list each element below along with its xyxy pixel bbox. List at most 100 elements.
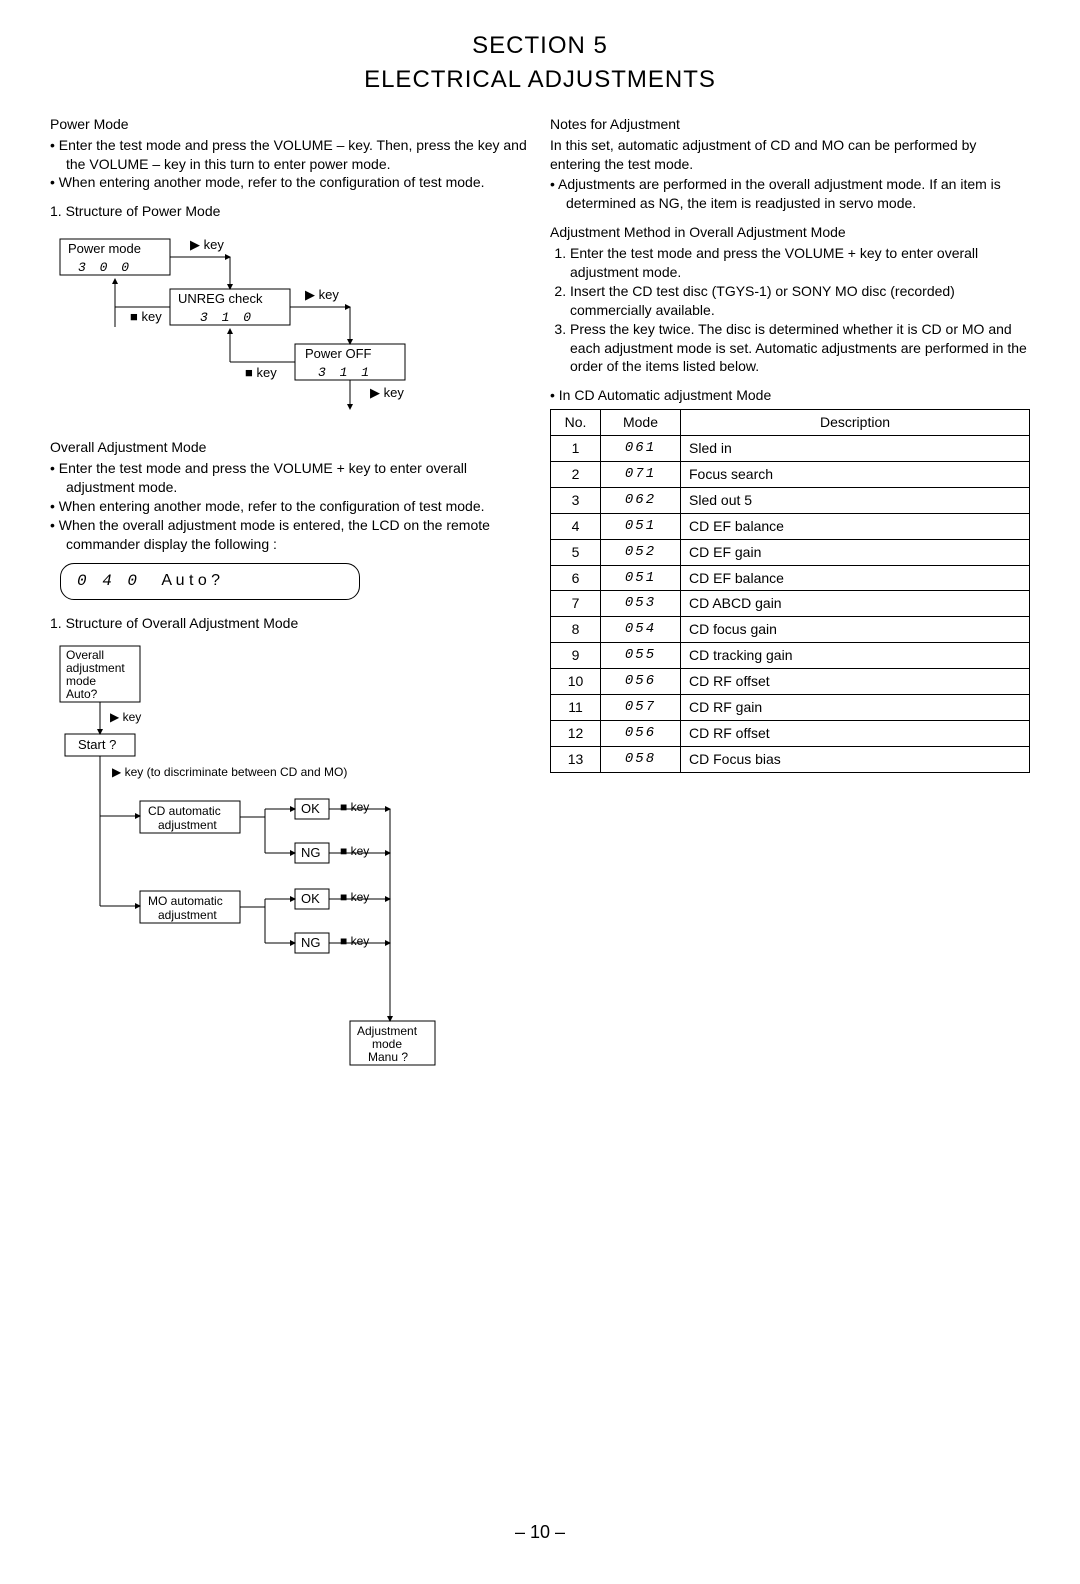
cell-no: 5 bbox=[551, 539, 601, 565]
flow-label: CD automatic bbox=[148, 804, 221, 818]
table-row: 9055CD tracking gain bbox=[551, 643, 1030, 669]
cell-mode: 061 bbox=[601, 436, 681, 462]
stop-key-label: ■ key bbox=[340, 934, 369, 948]
flow-label: Adjustment bbox=[357, 1024, 418, 1038]
stop-key-label: ■ key bbox=[245, 365, 277, 380]
flow-ok: OK bbox=[301, 891, 320, 906]
stop-key-label: ■ key bbox=[130, 309, 162, 324]
cell-mode: 056 bbox=[601, 720, 681, 746]
cell-mode: 055 bbox=[601, 643, 681, 669]
overall-adj-flowchart: Overall adjustment mode Auto? ▶ key Star… bbox=[50, 641, 530, 1086]
diagram-label: Power OFF bbox=[305, 346, 372, 361]
lcd-code: 0 4 0 bbox=[77, 572, 140, 590]
cell-desc: Sled out 5 bbox=[681, 487, 1030, 513]
table-row: 3062Sled out 5 bbox=[551, 487, 1030, 513]
power-mode-heading: Power Mode bbox=[50, 115, 530, 134]
table-row: 10056CD RF offset bbox=[551, 669, 1030, 695]
flow-label: Start ? bbox=[78, 737, 116, 752]
overall-adj-structure-label: 1. Structure of Overall Adjustment Mode bbox=[50, 614, 530, 633]
cell-no: 11 bbox=[551, 695, 601, 721]
fwd-key-label: ▶ key bbox=[190, 237, 224, 252]
page-number: – 10 – bbox=[50, 1520, 1030, 1544]
cell-desc: CD Focus bias bbox=[681, 746, 1030, 772]
cell-mode: 053 bbox=[601, 591, 681, 617]
cell-no: 9 bbox=[551, 643, 601, 669]
overall-adj-bullet: When entering another mode, refer to the… bbox=[50, 497, 530, 516]
table-row: 8054CD focus gain bbox=[551, 617, 1030, 643]
lcd-text: A u t o ? bbox=[161, 572, 220, 589]
cell-desc: CD tracking gain bbox=[681, 643, 1030, 669]
cell-mode: 056 bbox=[601, 669, 681, 695]
diagram-label: Power mode bbox=[68, 241, 141, 256]
power-mode-diagram: Power mode 3 0 0 ▶ key UNREG check 3 1 0… bbox=[50, 229, 530, 424]
cell-desc: CD RF offset bbox=[681, 669, 1030, 695]
cell-mode: 062 bbox=[601, 487, 681, 513]
cell-no: 3 bbox=[551, 487, 601, 513]
table-heading: In CD Automatic adjustment Mode bbox=[550, 386, 1030, 405]
flow-ng: NG bbox=[301, 845, 321, 860]
fwd-key-label: ▶ key bbox=[370, 385, 404, 400]
cell-mode: 051 bbox=[601, 513, 681, 539]
notes-heading: Notes for Adjustment bbox=[550, 115, 1030, 134]
flow-ok: OK bbox=[301, 801, 320, 816]
table-row: 11057CD RF gain bbox=[551, 695, 1030, 721]
method-heading: Adjustment Method in Overall Adjustment … bbox=[550, 223, 1030, 242]
cell-desc: CD RF gain bbox=[681, 695, 1030, 721]
flow-label: adjustment bbox=[158, 908, 217, 922]
cell-mode: 051 bbox=[601, 565, 681, 591]
fwd-key-label: ▶ key bbox=[305, 287, 339, 302]
table-row: 12056CD RF offset bbox=[551, 720, 1030, 746]
th-no: No. bbox=[551, 410, 601, 436]
flow-label: Auto? bbox=[66, 687, 98, 701]
two-column-layout: Power Mode Enter the test mode and press… bbox=[50, 115, 1030, 1100]
diagram-code: 3 1 1 bbox=[318, 365, 372, 380]
diagram-label: UNREG check bbox=[178, 291, 263, 306]
flow-label: mode bbox=[372, 1037, 402, 1051]
overall-adj-bullet: Enter the test mode and press the VOLUME… bbox=[50, 459, 530, 497]
power-mode-bullet: Enter the test mode and press the VOLUME… bbox=[50, 136, 530, 174]
method-step: Press the key twice. The disc is determi… bbox=[570, 320, 1030, 377]
cell-no: 8 bbox=[551, 617, 601, 643]
fwd-key-label: ▶ key bbox=[110, 710, 141, 724]
flow-label: Overall bbox=[66, 648, 104, 662]
section-title: ELECTRICAL ADJUSTMENTS bbox=[50, 64, 1030, 96]
flow-keynote: ▶ key (to discriminate between CD and MO… bbox=[112, 765, 347, 779]
stop-key-label: ■ key bbox=[340, 800, 369, 814]
table-row: 4051CD EF balance bbox=[551, 513, 1030, 539]
power-mode-bullet: When entering another mode, refer to the… bbox=[50, 173, 530, 192]
cell-desc: CD EF balance bbox=[681, 565, 1030, 591]
flow-label: MO automatic bbox=[148, 894, 223, 908]
cell-desc: CD EF gain bbox=[681, 539, 1030, 565]
flow-ng: NG bbox=[301, 935, 321, 950]
cell-no: 4 bbox=[551, 513, 601, 539]
cell-mode: 057 bbox=[601, 695, 681, 721]
flow-label: Manu ? bbox=[368, 1050, 408, 1064]
method-step: Insert the CD test disc (TGYS-1) or SONY… bbox=[570, 282, 1030, 320]
cell-no: 2 bbox=[551, 462, 601, 488]
cell-desc: Focus search bbox=[681, 462, 1030, 488]
table-row: 7053CD ABCD gain bbox=[551, 591, 1030, 617]
notes-paragraph: In this set, automatic adjustment of CD … bbox=[550, 136, 1030, 174]
table-row: 2071Focus search bbox=[551, 462, 1030, 488]
notes-bullet: Adjustments are performed in the overall… bbox=[550, 175, 1030, 213]
table-row: 6051CD EF balance bbox=[551, 565, 1030, 591]
cell-mode: 052 bbox=[601, 539, 681, 565]
lcd-display-box: 0 4 0 A u t o ? bbox=[60, 563, 360, 600]
table-row: 5052CD EF gain bbox=[551, 539, 1030, 565]
th-desc: Description bbox=[681, 410, 1030, 436]
cell-no: 7 bbox=[551, 591, 601, 617]
flow-label: mode bbox=[66, 674, 96, 688]
method-step: Enter the test mode and press the VOLUME… bbox=[570, 244, 1030, 282]
right-column: Notes for Adjustment In this set, automa… bbox=[550, 115, 1030, 1100]
cell-mode: 054 bbox=[601, 617, 681, 643]
cell-mode: 058 bbox=[601, 746, 681, 772]
cell-desc: CD EF balance bbox=[681, 513, 1030, 539]
cell-no: 6 bbox=[551, 565, 601, 591]
cell-desc: CD focus gain bbox=[681, 617, 1030, 643]
flow-label: adjustment bbox=[158, 818, 217, 832]
table-row: 1061Sled in bbox=[551, 436, 1030, 462]
cell-mode: 071 bbox=[601, 462, 681, 488]
cell-desc: CD RF offset bbox=[681, 720, 1030, 746]
diagram-code: 3 0 0 bbox=[78, 260, 132, 275]
cell-no: 13 bbox=[551, 746, 601, 772]
